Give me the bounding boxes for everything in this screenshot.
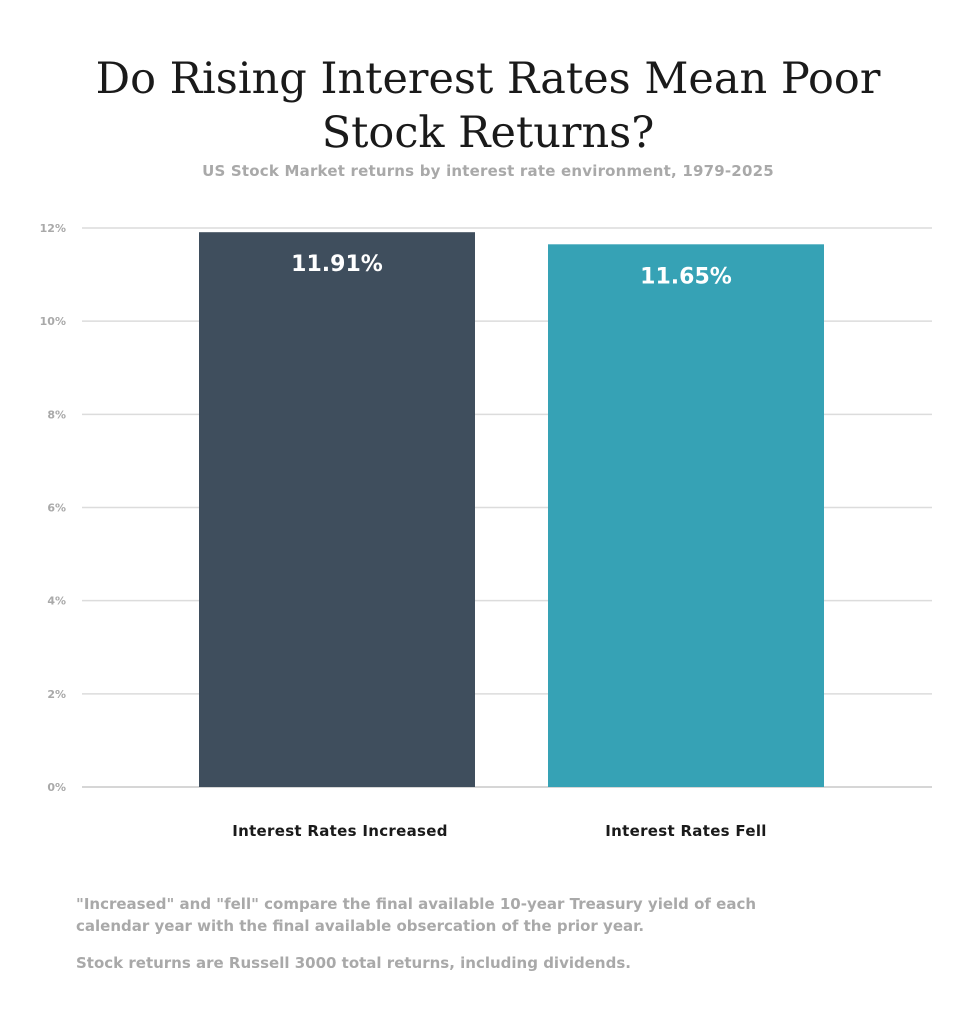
y-tick-label: 0% [47,781,66,794]
y-axis-tick-labels: 0% 2% 4% 6% 8% 10% 12% [40,222,66,794]
bar [199,232,475,787]
bar-chart: 0% 2% 4% 6% 8% 10% 12% 11.91% 11.65% Interest R… [40,222,932,840]
y-tick-label: 10% [40,315,66,328]
bar [548,244,824,787]
y-tick-label: 4% [47,595,66,608]
y-tick-label: 12% [40,222,66,235]
x-category-label: Interest Rates Increased [232,822,448,840]
bar-data-labels: 11.91% 11.65% [291,252,732,289]
chart-title-line-2: Stock Returns? [321,108,655,158]
bar-data-label: 11.91% [291,252,383,277]
footnote-methodology: "Increased" and "fell" compare the final… [76,895,757,935]
bars [199,232,824,787]
chart-title: Do Rising Interest Rates Mean Poor Stock… [0,52,976,160]
y-tick-label: 6% [47,502,66,515]
x-axis-category-labels: Interest Rates Increased Interest Rates F… [232,822,766,840]
footnote-source: Stock returns are Russell 3000 total ret… [76,954,631,972]
x-category-label: Interest Rates Fell [605,822,766,840]
chart-title-line-1: Do Rising Interest Rates Mean Poor [95,54,881,104]
bar-data-label: 11.65% [640,264,732,289]
chart-subtitle: US Stock Market returns by interest rate… [202,162,774,180]
y-tick-label: 8% [47,408,66,421]
y-tick-label: 2% [47,688,66,701]
